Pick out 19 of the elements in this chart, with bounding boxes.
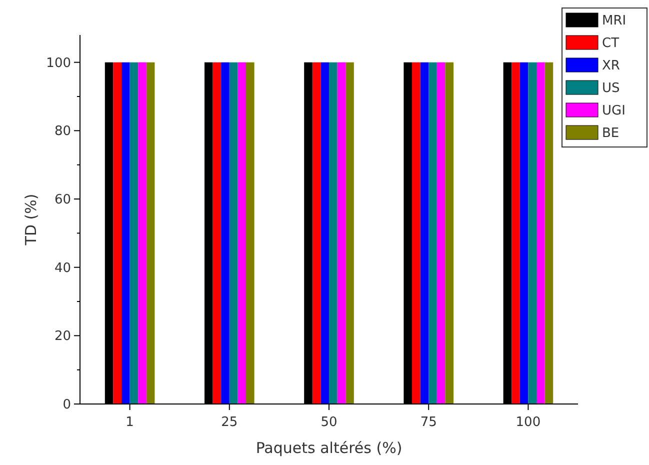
legend-label: XR — [602, 58, 620, 74]
legend-label: BE — [602, 126, 620, 142]
y-tick-label: 40 — [54, 260, 71, 276]
y-tick-label: 80 — [54, 124, 71, 140]
x-tick-label: 75 — [420, 415, 437, 430]
y-tick-label: 100 — [46, 56, 71, 71]
y-tick-label: 60 — [54, 192, 71, 208]
legend-label: MRI — [602, 14, 626, 29]
x-tick-label: 50 — [320, 415, 338, 430]
x-tick-label: 1 — [126, 415, 134, 430]
x-axis-title: Paquets altérés (%) — [256, 439, 402, 457]
y-tick-label: 20 — [54, 329, 71, 344]
legend-label: US — [602, 81, 620, 96]
legend-label: CT — [602, 36, 620, 52]
legend-label: UGI — [602, 104, 626, 119]
x-tick-label: 100 — [516, 415, 541, 430]
y-axis-title: TD (%) — [22, 194, 40, 246]
x-tick-label: 25 — [221, 415, 238, 430]
y-tick-label: 0 — [62, 398, 71, 413]
